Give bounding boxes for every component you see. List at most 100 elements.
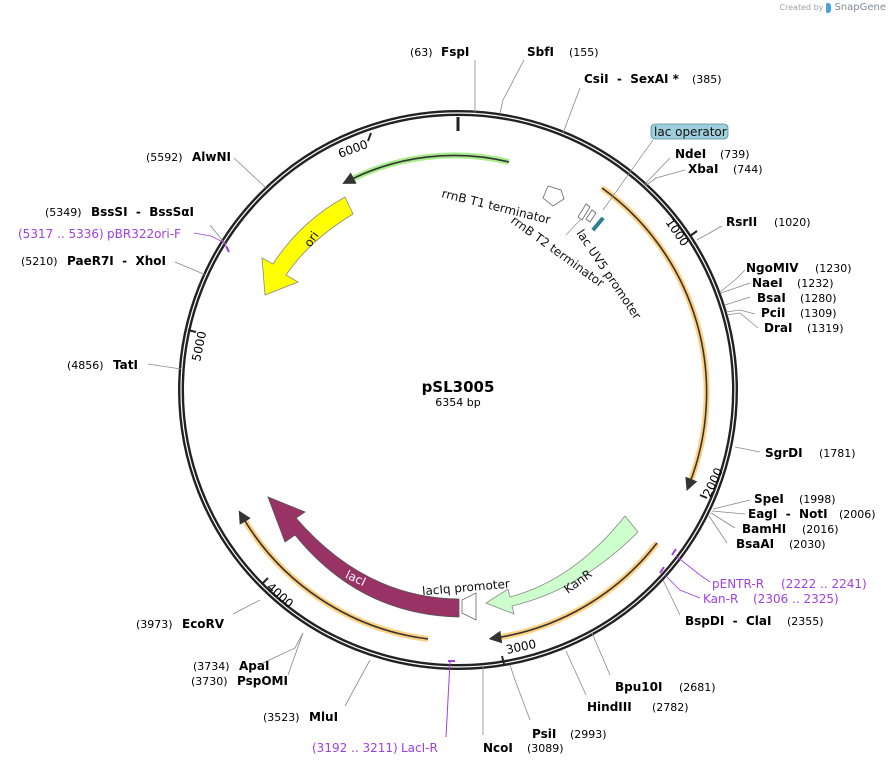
enzyme-position: (2355)	[787, 615, 824, 628]
primer-marks	[193, 232, 711, 738]
enzyme-position: (5349)	[45, 206, 82, 219]
primer-name: pBR322ori-F	[107, 227, 181, 241]
primer-pentr-r[interactable]: pENTR-R (2222 .. 2241)	[712, 577, 867, 591]
enzyme-position: (1232)	[797, 277, 834, 290]
orf-arc-top-green	[342, 152, 510, 184]
enzyme-hindiii[interactable]: HindIII (2782)	[587, 700, 689, 714]
primer-range: (2306 .. 2325)	[753, 592, 839, 606]
enzyme-fspi[interactable]: (63) FspI	[410, 45, 469, 59]
primer-name: Kan-R	[703, 592, 738, 606]
enzyme-bsai[interactable]: BsaI (1280)	[757, 291, 837, 305]
enzyme-position: (2782)	[652, 701, 689, 714]
enzyme-position: (1309)	[800, 307, 837, 320]
enzyme-leader-lines	[147, 59, 761, 735]
enzyme-name: BssSI - BssSαI	[91, 205, 194, 219]
enzyme-name: DraI	[764, 321, 792, 335]
ori-feature[interactable]	[261, 196, 354, 296]
plasmid-name: pSL3005	[422, 378, 495, 396]
enzyme-position: (3730)	[191, 675, 228, 688]
primer-laci-r[interactable]: (3192 .. 3211) LacI-R	[312, 741, 438, 755]
enzyme-bsssi-bsssai[interactable]: (5349) BssSI - BssSαI	[45, 205, 194, 219]
enzyme-name: NgoMIV	[746, 261, 799, 275]
enzyme-bspdi-clai[interactable]: BspDI - ClaI (2355)	[685, 614, 824, 628]
enzyme-position: (2030)	[789, 538, 826, 551]
orf-arc-right	[600, 185, 710, 491]
primer-labels: (5317 .. 5336) pBR322ori-F pENTR-R (2222…	[18, 227, 867, 755]
laci-feature[interactable]	[267, 496, 460, 618]
enzyme-tati[interactable]: (4856) TatI	[67, 358, 138, 372]
enzyme-name: AlwNI	[192, 150, 231, 164]
rrnb-t2-terminator-feature[interactable]	[577, 203, 591, 221]
enzyme-position: (3523)	[263, 711, 300, 724]
enzyme-psii[interactable]: PsiI (2993)	[532, 727, 607, 741]
rrnb-t1-terminator-feature[interactable]	[542, 185, 565, 207]
rrnb-t1-terminator-label: rrnB T1 terminator	[440, 186, 552, 227]
primer-pbr322ori-f[interactable]: (5317 .. 5336) pBR322ori-F	[18, 227, 181, 241]
enzyme-sgrdi[interactable]: SgrDI (1781)	[765, 446, 856, 460]
enzyme-ncoi[interactable]: NcoI (3089)	[483, 741, 564, 755]
lac-operator-callout[interactable]	[650, 123, 729, 140]
enzyme-position: (1781)	[819, 447, 856, 460]
enzyme-position: (739)	[720, 148, 750, 161]
primer-name: pENTR-R	[712, 577, 764, 591]
enzyme-position: (385)	[692, 73, 722, 86]
enzyme-bsaai[interactable]: BsaAI (2030)	[736, 537, 826, 551]
enzyme-ndei[interactable]: NdeI (739)	[675, 147, 750, 161]
enzyme-name: Bpu10I	[615, 680, 662, 694]
enzyme-name: CsiI - SexAI *	[584, 72, 680, 86]
plasmid-length: 6354 bp	[435, 396, 480, 409]
enzyme-position: (3734)	[193, 660, 230, 673]
enzyme-name: PspOMI	[237, 674, 288, 688]
lacuv5-promoter-feature[interactable]	[585, 209, 597, 223]
snapgene-logo-icon	[826, 2, 832, 13]
backbone-ring	[178, 110, 738, 670]
enzyme-name: SpeI	[754, 492, 784, 506]
enzyme-name: RsrII	[726, 215, 757, 229]
enzyme-ngomiv[interactable]: NgoMIV (1230)	[746, 261, 852, 275]
enzyme-pspomi[interactable]: (3730) PspOMI	[191, 674, 288, 688]
enzyme-rsrii[interactable]: RsrII (1020)	[726, 215, 811, 229]
enzyme-bpu10i[interactable]: Bpu10I (2681)	[615, 680, 716, 694]
tick-label-5000: 5000	[189, 330, 209, 363]
enzyme-name: BspDI - ClaI	[685, 614, 771, 628]
lac-operator-label: lac operator	[654, 125, 727, 139]
enzyme-position: (2681)	[679, 681, 716, 694]
enzyme-alwni[interactable]: (5592) AlwNI	[146, 150, 231, 164]
enzyme-name: HindIII	[587, 700, 632, 714]
enzyme-naei[interactable]: NaeI (1232)	[752, 276, 834, 290]
laciq-promoter-feature[interactable]	[461, 592, 477, 621]
enzyme-position: (155)	[569, 46, 599, 59]
tick-label-3000: 3000	[505, 637, 538, 657]
enzyme-position: (5210)	[21, 255, 58, 268]
enzyme-ecorv[interactable]: (3973) EcoRV	[136, 617, 225, 631]
enzyme-position: (4856)	[67, 359, 104, 372]
primer-range: (3192 .. 3211)	[312, 741, 398, 755]
enzyme-spei[interactable]: SpeI (1998)	[754, 492, 836, 506]
enzyme-pcii[interactable]: PciI (1309)	[761, 306, 837, 320]
watermark-prefix: Created by	[779, 3, 824, 12]
enzyme-xbai[interactable]: XbaI (744)	[688, 162, 763, 176]
primer-range: (2222 .. 2241)	[781, 577, 867, 591]
primer-kan-r[interactable]: Kan-R (2306 .. 2325)	[703, 592, 839, 606]
enzyme-name: FspI	[441, 45, 469, 59]
enzyme-position: (1230)	[815, 262, 852, 275]
enzyme-csii-sexai[interactable]: CsiI - SexAI * (385)	[584, 72, 722, 86]
kanr-feature[interactable]	[485, 515, 639, 615]
enzyme-mlui[interactable]: (3523) MluI	[263, 710, 338, 724]
enzyme-sbfi[interactable]: SbfI (155)	[527, 45, 599, 59]
enzyme-drai[interactable]: DraI (1319)	[764, 321, 844, 335]
lac-operator-block[interactable]	[591, 216, 605, 232]
enzyme-labels: (63) FspI SbfI (155) CsiI - SexAI * (385…	[21, 45, 876, 755]
enzyme-paer7i-xhoi[interactable]: (5210) PaeR7I - XhoI	[21, 254, 166, 268]
enzyme-apai[interactable]: (3734) ApaI	[193, 659, 269, 673]
enzyme-name: MluI	[309, 710, 338, 724]
enzyme-name: BsaAI	[736, 537, 774, 551]
enzyme-position: (3089)	[527, 742, 564, 755]
enzyme-eagi-noti[interactable]: EagI - NotI (2006)	[748, 507, 876, 521]
enzyme-name: XbaI	[688, 162, 718, 176]
enzyme-bamhi[interactable]: BamHI (2016)	[742, 522, 839, 536]
enzyme-name: NaeI	[752, 276, 783, 290]
primer-range: (5317 .. 5336)	[18, 227, 104, 241]
enzyme-name: EagI - NotI	[748, 507, 828, 521]
